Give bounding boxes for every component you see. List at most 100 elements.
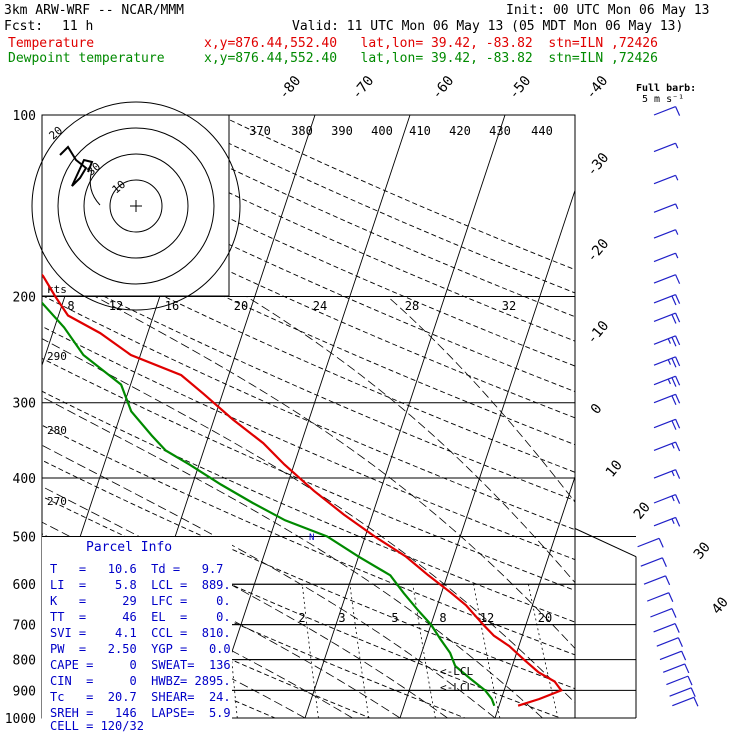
hodograph-speed-label: 24 xyxy=(313,299,327,313)
temperature-profile xyxy=(42,273,563,707)
isotherm-label: 10 xyxy=(603,457,626,480)
parcel-row: CELL = 120/32 xyxy=(50,719,144,733)
hodograph-speed-label: 12 xyxy=(109,299,123,313)
forecast-label: Fcst: xyxy=(4,19,44,34)
dry-adiabat xyxy=(42,178,575,419)
wind-barb xyxy=(672,696,699,707)
parcel-row: SVI = 4.1 CCL = 810. xyxy=(50,626,231,640)
wind-barb xyxy=(653,375,681,387)
wind-barb xyxy=(653,516,681,527)
wind-barb xyxy=(653,335,681,347)
moist-adiabat xyxy=(42,396,543,718)
dry-adiabat xyxy=(42,206,575,446)
model-title: 3km ARW-WRF -- NCAR/MMM xyxy=(4,3,185,18)
hodograph-ring xyxy=(31,101,241,311)
parcel-row: CAPE = 0 SWEAT= 136 xyxy=(50,658,231,672)
north-marker: N xyxy=(309,533,314,543)
pressure-label: 500 xyxy=(13,530,36,545)
wind-barb xyxy=(640,557,667,568)
mixing-ratio-line xyxy=(412,584,436,718)
hodograph-trace xyxy=(59,145,94,187)
wind-barb xyxy=(653,252,679,263)
wind-barb xyxy=(653,441,681,452)
pressure-label: 100 xyxy=(13,109,36,124)
mixing-ratio-label: 8 xyxy=(439,611,446,625)
dry-adiabat xyxy=(42,151,575,393)
isotherm-label: -60 xyxy=(429,73,458,103)
hodograph-speed-label: 16 xyxy=(165,299,179,313)
parcel-row: SREH = 146 LAPSE= 5.9 xyxy=(50,706,231,720)
wind-barb xyxy=(653,494,681,504)
isotherm-label: -40 xyxy=(583,73,612,103)
dry-adiabat xyxy=(169,115,575,294)
mixing-ratio-label: 2 xyxy=(298,611,305,625)
moist-adiabat xyxy=(42,444,496,718)
legend-dewpoint: Dewpoint temperature xyxy=(8,51,165,66)
wind-barb xyxy=(643,575,671,586)
wind-barb xyxy=(653,294,681,306)
moist-adiabat xyxy=(387,296,575,503)
isotherm-label: -50 xyxy=(506,73,535,103)
isotherm-label: -80 xyxy=(276,73,305,103)
wind-barb xyxy=(669,687,696,698)
parcel-row: LI = 5.8 LCL = 889. xyxy=(50,578,231,592)
dry-adiabat xyxy=(219,115,575,271)
dewpoint-profile xyxy=(42,301,496,707)
legend-temperature: Temperature xyxy=(8,36,95,51)
wind-barb xyxy=(646,592,674,602)
moist-adiabat xyxy=(95,296,575,650)
isotherm-line xyxy=(209,114,411,719)
wind-barb xyxy=(653,274,681,284)
wind-barb xyxy=(662,663,690,674)
wind-barb xyxy=(653,203,679,213)
wind-barb xyxy=(653,418,681,430)
lcl-annotation: <-LCL xyxy=(440,681,473,694)
isotherm-line xyxy=(304,114,506,719)
dewpoint-location: x,y=876.44,552.40 lat,lon= 39.42, -83.82… xyxy=(204,51,658,66)
wind-barb xyxy=(653,393,681,405)
hodograph-ring xyxy=(83,153,189,259)
parcel-row: T = 10.6 Td = 9.7 xyxy=(50,562,224,576)
theta-side-label: 280 xyxy=(47,424,67,437)
hodograph-ring xyxy=(109,179,163,233)
hodograph-ring xyxy=(57,127,215,285)
pressure-label: 200 xyxy=(13,291,36,306)
isotherm-label: 40 xyxy=(709,594,732,617)
pressure-label: 900 xyxy=(13,684,36,699)
wind-barb xyxy=(666,675,693,686)
isotherm-label: -30 xyxy=(584,150,613,180)
parcel-row: TT = 46 EL = 0. xyxy=(50,610,231,624)
wind-barb xyxy=(653,229,679,239)
wind-barb xyxy=(656,637,683,647)
pressure-label: 400 xyxy=(13,472,36,487)
wind-barb xyxy=(653,174,679,185)
parcel-row: K = 29 LFC = 0. xyxy=(50,594,231,608)
wind-barb xyxy=(653,623,680,633)
moist-adiabat xyxy=(42,521,401,718)
moist-adiabat xyxy=(246,296,575,584)
init-time: Init: 00 UTC Mon 06 May 13 xyxy=(506,3,710,18)
theta-label: 420 xyxy=(449,124,471,138)
wind-barb xyxy=(653,356,681,368)
hodograph-arc xyxy=(89,169,101,206)
parcel-row: PW = 2.50 YGP = 0.0 xyxy=(50,642,231,656)
mixing-ratio-line xyxy=(601,584,635,718)
boundary-line xyxy=(574,528,637,558)
theta-label: 390 xyxy=(331,124,353,138)
wind-barb xyxy=(650,608,677,618)
parcel-row: CIN = 0 HWBZ= 2895. xyxy=(50,674,231,688)
dry-adiabat xyxy=(42,294,575,531)
mixing-ratio-label: 12 xyxy=(480,611,494,625)
pressure-label: 800 xyxy=(13,654,36,669)
wind-barb xyxy=(659,650,687,661)
isotherm-label: 20 xyxy=(631,499,654,522)
theta-label: 380 xyxy=(291,124,313,138)
parcel-row: Tc = 20.7 SHEAR= 24. xyxy=(50,690,231,704)
isotherm-label: -70 xyxy=(349,73,378,103)
parcel-info-title: Parcel Info xyxy=(86,540,173,555)
mixing-ratio-label: 3 xyxy=(338,611,345,625)
dry-adiabat xyxy=(42,533,467,718)
theta-side-label: 270 xyxy=(47,495,67,508)
wind-barb xyxy=(653,469,681,479)
pressure-label: 600 xyxy=(13,578,36,593)
